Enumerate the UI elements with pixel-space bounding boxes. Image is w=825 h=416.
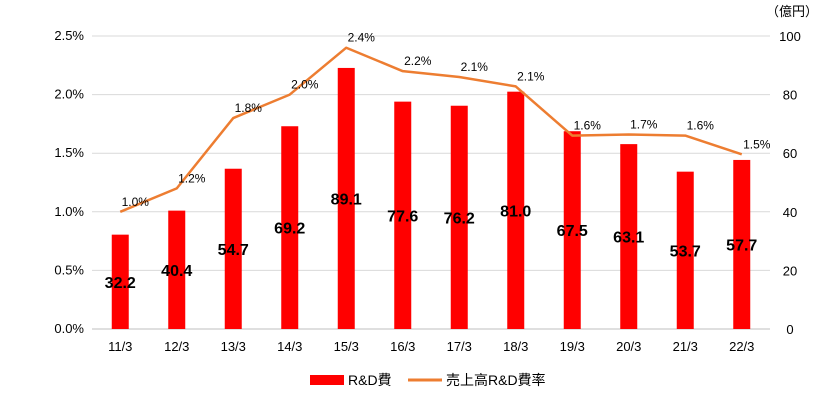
- bar-18/3: [507, 91, 525, 329]
- bar-labels: 32.2 40.4 54.7 69.2 89.1 77.6 76.2 81.0 67.5 63.1…: [105, 191, 758, 291]
- right-tick-label: 80: [783, 88, 797, 103]
- right-axis-unit: （億円）: [766, 4, 818, 19]
- x-tick-label: 15/3: [334, 339, 359, 354]
- right-axis: 0 20 40 60 80 100: [779, 29, 801, 337]
- left-tick-label: 0.5%: [54, 262, 84, 277]
- rate-value-label: 1.6%: [574, 119, 602, 133]
- bar-12/3: [168, 210, 186, 329]
- x-tick-label: 11/3: [108, 339, 132, 354]
- rate-value-label: 1.8%: [235, 101, 263, 115]
- x-tick-label: 19/3: [560, 339, 585, 354]
- right-tick-label: 60: [783, 146, 797, 161]
- bar-13/3: [224, 168, 242, 329]
- rate-value-label: 2.1%: [461, 60, 489, 74]
- rate-value-label: 2.4%: [348, 31, 376, 45]
- bar-value-label: 81.0: [500, 203, 531, 220]
- rate-value-label: 1.6%: [687, 119, 715, 133]
- bar-value-label: 63.1: [613, 230, 644, 247]
- left-tick-label: 2.0%: [54, 87, 84, 102]
- x-tick-label: 12/3: [164, 339, 189, 354]
- legend-bar-swatch: [310, 375, 344, 385]
- x-tick-label: 20/3: [616, 339, 641, 354]
- x-tick-label: 22/3: [729, 339, 754, 354]
- bar-value-label: 54.7: [218, 242, 249, 259]
- bar-series: [111, 67, 751, 329]
- rate-value-label: 1.2%: [178, 171, 206, 185]
- rate-labels: 1.0% 1.2% 1.8% 2.0% 2.4% 2.2% 2.1% 2.1% 1.6% 1.7%…: [122, 31, 771, 209]
- rate-value-label: 1.7%: [630, 117, 658, 131]
- line-series: [119, 46, 743, 213]
- bar-value-label: 67.5: [557, 223, 588, 240]
- x-tick-label: 14/3: [277, 339, 302, 354]
- left-tick-label: 1.0%: [54, 204, 84, 219]
- bar-value-label: 76.2: [444, 210, 475, 227]
- bar-value-label: 69.2: [274, 221, 305, 238]
- rate-value-label: 1.0%: [122, 195, 150, 209]
- bar-20/3: [620, 144, 638, 329]
- left-tick-label: 0.0%: [54, 321, 84, 336]
- bar-value-label: 89.1: [331, 191, 362, 208]
- left-tick-label: 1.5%: [54, 145, 84, 160]
- bar-value-label: 32.2: [105, 275, 136, 292]
- legend-line-label: 売上高R&D費率: [446, 372, 546, 388]
- x-tick-label: 13/3: [221, 339, 246, 354]
- bar-value-label: 40.4: [161, 263, 192, 280]
- bar-value-label: 53.7: [670, 243, 701, 260]
- left-axis: 0.0% 0.5% 1.0% 1.5% 2.0% 2.5%: [54, 28, 84, 336]
- x-tick-label: 17/3: [447, 339, 472, 354]
- right-tick-label: 40: [783, 205, 797, 220]
- right-tick-label: 100: [779, 29, 801, 44]
- bar-11/3: [111, 234, 129, 329]
- bar-16/3: [394, 101, 412, 329]
- x-tick-label: 16/3: [390, 339, 415, 354]
- left-tick-label: 2.5%: [54, 28, 84, 43]
- rate-line: [119, 46, 743, 213]
- x-tick-label: 21/3: [673, 339, 698, 354]
- legend-bar-label: R&D費: [348, 372, 392, 388]
- bar-14/3: [281, 126, 299, 329]
- x-axis: 11/3 12/3 13/3 14/3 15/3 16/3 17/3 18/3 19/3 20/3…: [108, 339, 754, 354]
- rate-value-label: 2.2%: [404, 54, 432, 68]
- right-tick-label: 0: [786, 322, 793, 337]
- x-tick-label: 18/3: [503, 339, 528, 354]
- bar-value-label: 57.7: [726, 237, 757, 254]
- bar-15/3: [337, 67, 355, 329]
- bar-17/3: [450, 105, 468, 329]
- legend: R&D費 売上高R&D費率: [310, 372, 546, 388]
- right-tick-label: 20: [783, 263, 797, 278]
- rate-value-label: 2.1%: [517, 69, 545, 83]
- bar-22/3: [733, 159, 751, 329]
- bar-21/3: [676, 171, 694, 329]
- rate-value-label: 2.0%: [291, 78, 319, 92]
- rate-value-label: 1.5%: [743, 137, 771, 151]
- bar-19/3: [563, 131, 581, 329]
- bar-value-label: 77.6: [387, 208, 418, 225]
